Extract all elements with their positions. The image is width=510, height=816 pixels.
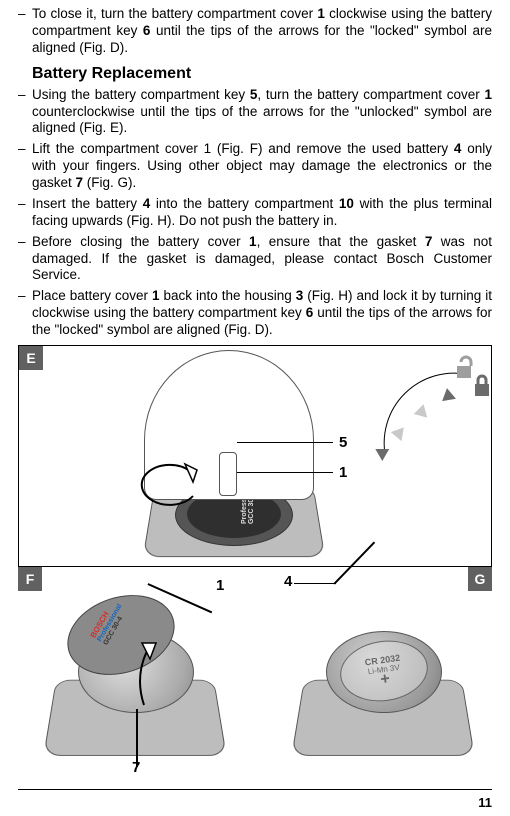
callout-1: 1: [339, 464, 347, 481]
device-illustration-g: CR 2032 Li-Mn 3V +: [276, 591, 486, 771]
page-number: 11: [478, 795, 492, 810]
footer-divider: [18, 789, 492, 790]
bullet-dash: –: [18, 87, 32, 138]
rotation-arrow-icon: [135, 456, 205, 526]
bullet-item: – To close it, turn the battery compartm…: [18, 6, 492, 57]
bullet-text: To close it, turn the battery compartmen…: [32, 6, 492, 57]
bullet-dash: –: [18, 234, 32, 285]
bullet-text: Lift the compartment cover 1 (Fig. F) an…: [32, 141, 492, 192]
callout-5: 5: [339, 434, 347, 451]
lock-icon: [471, 372, 492, 398]
bullet-text: Using the battery compartment key 5, tur…: [32, 87, 492, 138]
bullet-text: Before closing the battery cover 1, ensu…: [32, 234, 492, 285]
lock-unlock-diagram: [365, 354, 483, 474]
callout-7: 7: [132, 759, 140, 776]
lift-arrow-icon: [124, 635, 174, 715]
bullet-item: – Before closing the battery cover 1, en…: [18, 234, 492, 285]
figure-label-e: E: [19, 346, 43, 370]
callout-4: 4: [284, 573, 292, 590]
bullet-item: – Using the battery compartment key 5, t…: [18, 87, 492, 138]
bullet-dash: –: [18, 141, 32, 192]
bullet-dash: –: [18, 196, 32, 230]
heading-battery-replacement: Battery Replacement: [32, 65, 492, 83]
bullet-item: – Lift the compartment cover 1 (Fig. F) …: [18, 141, 492, 192]
figure-fg-row: F G BOSCH Professional GCC 30-4: [18, 567, 492, 777]
figure-e: E: [18, 345, 492, 567]
bullet-text: Insert the battery 4 into the battery co…: [32, 196, 492, 230]
device-illustration-e: ProfessionalGCC 30-4: [109, 356, 349, 566]
figure-label-f: F: [18, 567, 42, 591]
bullet-dash: –: [18, 288, 32, 339]
device-illustration-f: BOSCH Professional GCC 30-4: [28, 591, 238, 771]
figures-container: E: [18, 345, 492, 777]
bullet-text: Place battery cover 1 back into the hous…: [32, 288, 492, 339]
bullet-item: – Insert the battery 4 into the battery …: [18, 196, 492, 230]
bullet-dash: –: [18, 6, 32, 57]
bullet-item: – Place battery cover 1 back into the ho…: [18, 288, 492, 339]
figure-label-g: G: [468, 567, 492, 591]
callout-1b: 1: [216, 577, 224, 594]
